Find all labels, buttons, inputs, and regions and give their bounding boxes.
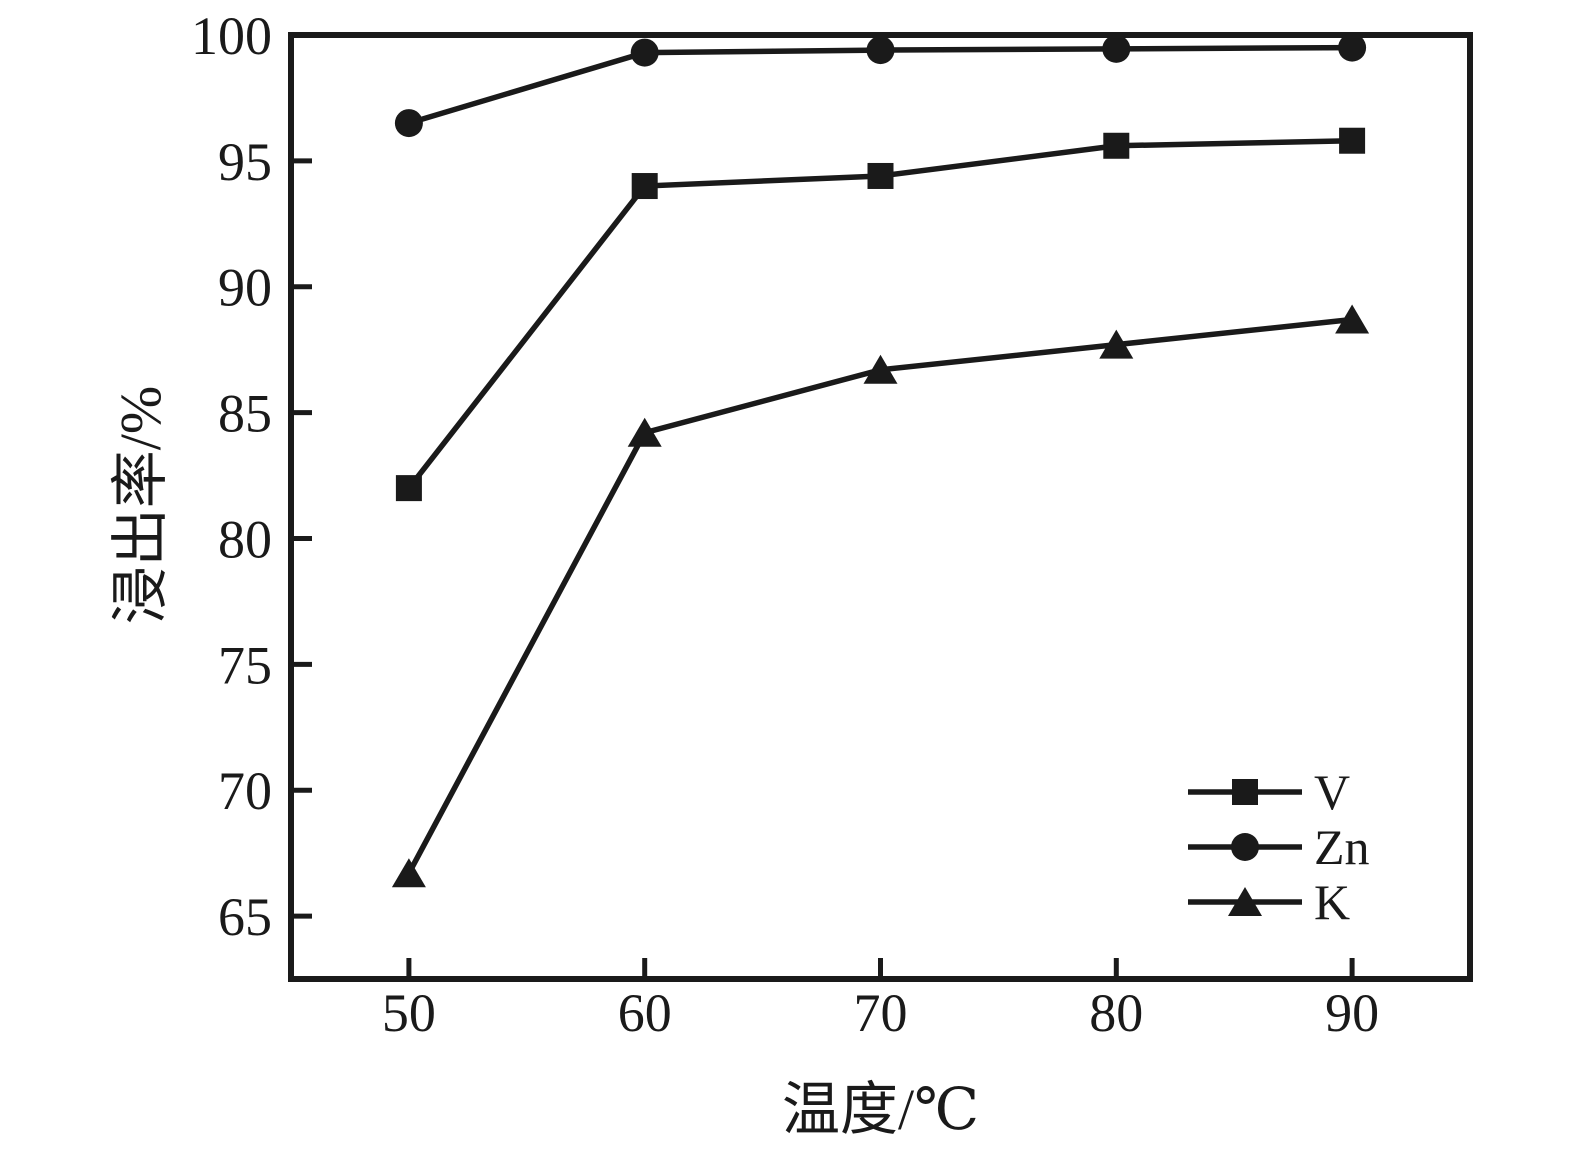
series-Zn [394,33,1367,138]
legend-label: V [1314,763,1351,820]
circle-marker-icon [1188,832,1302,861]
legend-label: Zn [1314,818,1370,875]
x-axis: 50 60 70 80 90 [382,958,1379,1043]
y-axis-title: 浸出率/% [108,385,173,625]
plot-border [288,32,1473,982]
y-tick-label: 75 [218,635,272,695]
y-tick-label: 85 [218,384,272,444]
y-tick-label: 100 [191,6,272,66]
legend-label: K [1314,873,1351,930]
x-tick-label: 80 [1089,983,1143,1043]
y-axis: 65 70 75 80 85 90 95 100 [191,6,312,947]
y-tick-label: 65 [218,887,272,947]
square-marker-icon [1188,778,1302,805]
x-tick-label: 70 [854,983,908,1043]
x-tick-label: 50 [382,983,436,1043]
legend-item-K: K [1186,874,1370,929]
y-tick-label: 95 [218,132,272,192]
y-tick-label: 80 [218,509,272,569]
x-tick-label: 90 [1325,983,1379,1043]
legend-item-V: V [1186,764,1370,819]
legend: V Zn K [1186,764,1370,929]
y-tick-label: 70 [218,761,272,821]
series-V-line [406,137,1353,490]
triangle-marker-icon [1188,886,1302,916]
series-K [391,304,1370,888]
y-tick-label: 90 [218,258,272,318]
x-axis-title: 温度/℃ [782,1077,979,1142]
x-tick-label: 60 [618,983,672,1043]
series-V [395,127,1366,502]
legend-item-Zn: Zn [1186,819,1370,874]
